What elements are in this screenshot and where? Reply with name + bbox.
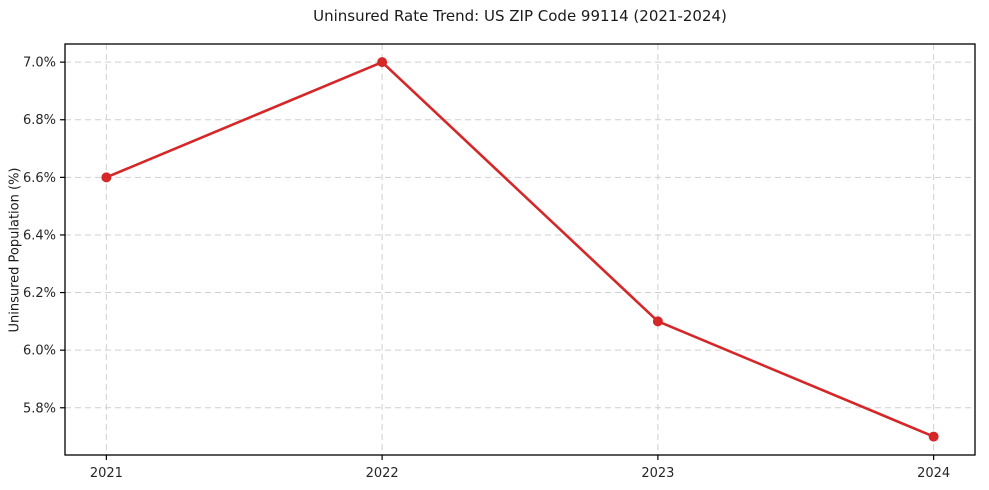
y-tick-label: 6.4% (23, 228, 56, 243)
x-tick-label: 2021 (90, 466, 123, 481)
chart-title: Uninsured Rate Trend: US ZIP Code 99114 … (313, 7, 727, 25)
data-point (377, 57, 388, 68)
y-tick-label: 5.8% (23, 401, 56, 416)
y-tick-label: 6.2% (23, 286, 56, 301)
y-tick-label: 6.0% (23, 344, 56, 359)
y-tick-label: 6.6% (23, 171, 56, 186)
trend-line (105, 60, 935, 438)
data-point (652, 316, 663, 327)
x-tick-label: 2023 (641, 466, 674, 481)
horizontal-gridlines (65, 61, 975, 409)
data-point (101, 172, 112, 183)
y-axis-label: Uninsured Population (%) (7, 167, 23, 333)
data-point-markers (101, 57, 939, 442)
plot-border (64, 43, 976, 456)
x-tick-labels: 2021 2022 2023 2024 (90, 466, 950, 481)
y-tick-label: 7.0% (23, 56, 56, 71)
y-axis-ticks (60, 61, 65, 409)
vertical-gridlines (105, 44, 935, 455)
data-point (928, 431, 939, 442)
y-tick-label: 6.8% (23, 113, 56, 128)
x-axis-ticks (105, 455, 935, 460)
y-tick-labels: 5.8% 6.0% 6.2% 6.4% 6.6% 6.8% 7.0% (23, 56, 56, 417)
x-tick-label: 2022 (366, 466, 399, 481)
x-tick-label: 2024 (917, 466, 950, 481)
